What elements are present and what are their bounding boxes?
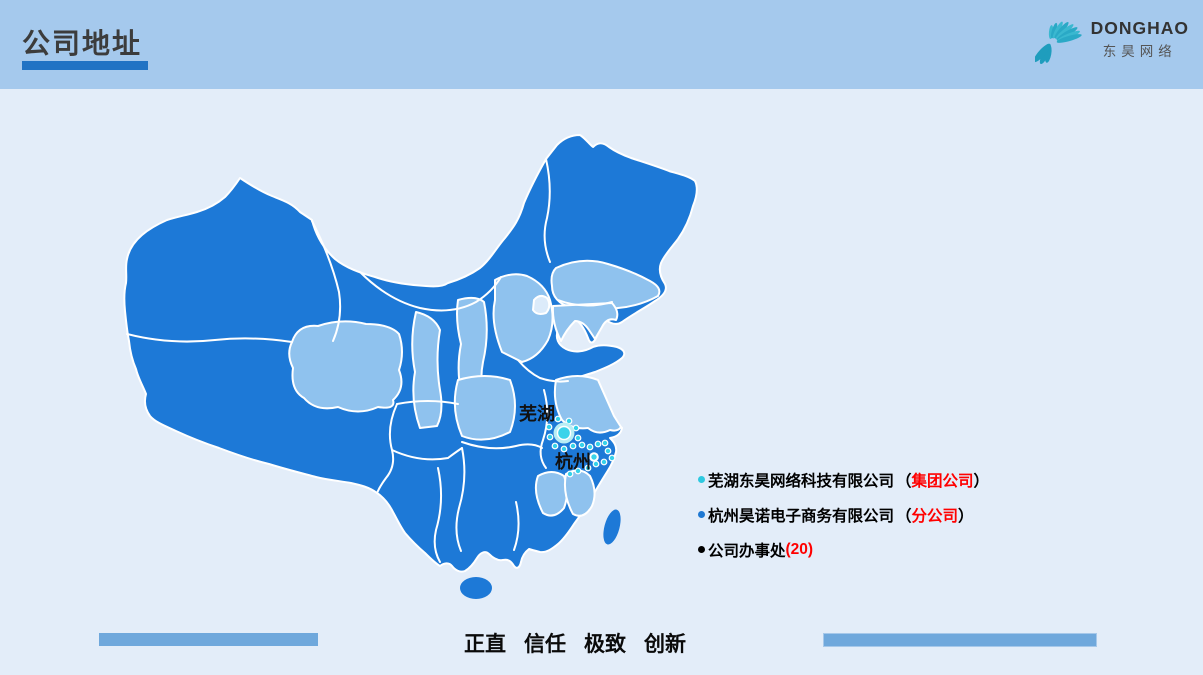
- office-dot: [592, 460, 600, 468]
- logo-text: DONGHAO 东昊网络: [1091, 18, 1189, 60]
- hainan-island: [460, 577, 492, 599]
- motto-word: 信任: [524, 633, 566, 656]
- province-shaanxi: [411, 311, 443, 429]
- legend-paren-close: ）: [958, 507, 974, 525]
- company-motto: 正直 信任 极致 创新: [464, 628, 686, 658]
- province-jiangxi: [534, 471, 568, 517]
- province-henan: [453, 375, 516, 441]
- office-dot: [608, 454, 616, 462]
- logo-name: DONGHAO: [1090, 18, 1189, 38]
- legend-dot-hq-icon: [698, 476, 705, 483]
- legend-item-group-company: 芜湖东昊网络科技有限公司 （ 集团公司 ）: [698, 462, 989, 497]
- legend-dot-office-icon: [698, 546, 705, 553]
- china-outline: [123, 134, 698, 573]
- office-dot: [574, 434, 582, 442]
- wuhu-marker: [553, 422, 575, 444]
- legend-label: 芜湖东昊网络科技有限公司: [708, 472, 895, 490]
- office-dot: [604, 447, 612, 455]
- province-fujian: [563, 469, 596, 517]
- title-underline: [22, 61, 148, 70]
- logo-subtitle: 东昊网络: [1102, 44, 1177, 59]
- office-dot: [566, 470, 574, 478]
- footer-bar-right: [823, 633, 1097, 647]
- legend-count: (20): [785, 540, 814, 558]
- office-dot: [545, 423, 553, 431]
- office-dot: [584, 464, 592, 472]
- legend-item-branch-company: 杭州昊诺电子商务有限公司 （ 分公司 ）: [698, 497, 989, 532]
- legend-paren-close: ）: [973, 472, 990, 490]
- motto-word: 创新: [644, 633, 686, 656]
- office-dot: [546, 433, 554, 441]
- office-dot: [560, 445, 568, 453]
- taiwan-island: [603, 509, 621, 545]
- province-liaoning: [551, 302, 619, 342]
- province-light-group: [288, 259, 661, 517]
- province-jiangsu: [553, 375, 622, 434]
- office-dot: [551, 442, 559, 450]
- hangzhou-marker: [589, 452, 599, 462]
- office-dot: [554, 415, 562, 423]
- office-dot: [586, 443, 594, 451]
- province-qinghai: [288, 320, 403, 413]
- office-dot: [578, 441, 586, 449]
- province-borders: [126, 158, 613, 563]
- legend-tag: 分公司: [911, 507, 959, 525]
- office-dot: [569, 442, 577, 450]
- legend-tag: 集团公司: [911, 472, 974, 490]
- header-bar: 公司地址 DONGHAO 东: [0, 0, 1203, 89]
- province-beijing: [532, 294, 551, 315]
- office-dot: [600, 458, 608, 466]
- province-jilin: [550, 259, 661, 311]
- wuhu-label: 芜湖: [519, 403, 555, 424]
- legend-dot-branch-icon: [698, 511, 705, 518]
- logo-fan-icon: [1034, 21, 1082, 65]
- office-dot: [574, 467, 582, 475]
- legend-label: 杭州昊诺电子商务有限公司: [708, 507, 895, 525]
- hangzhou-label: 杭州: [555, 451, 591, 472]
- legend-paren-open: （: [896, 507, 912, 525]
- page-title: 公司地址: [22, 28, 143, 59]
- motto-word: 极致: [584, 633, 626, 656]
- company-logo: DONGHAO 东昊网络: [1034, 4, 1189, 74]
- footer-bar-left: [99, 633, 318, 646]
- map-legend: 芜湖东昊网络科技有限公司 （ 集团公司 ） 杭州昊诺电子商务有限公司 （ 分公司…: [698, 462, 989, 567]
- office-dot: [594, 440, 602, 448]
- motto-word: 正直: [464, 633, 506, 656]
- office-dot: [601, 439, 609, 447]
- legend-item-offices: 公司办事处 (20): [698, 532, 989, 567]
- legend-paren-open: （: [896, 472, 912, 490]
- office-dots: [545, 415, 616, 478]
- legend-label: 公司办事处: [708, 542, 786, 560]
